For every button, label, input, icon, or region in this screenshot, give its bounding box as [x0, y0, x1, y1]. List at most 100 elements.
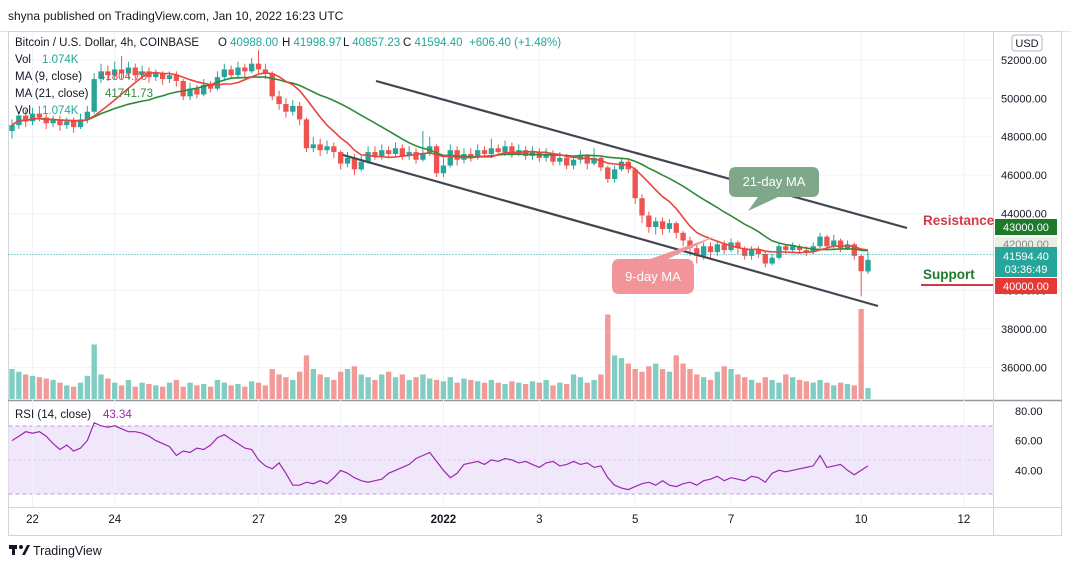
volume-bar [64, 385, 70, 399]
ma9-callout[interactable]: 9-day MA [612, 236, 716, 294]
tradingview-logo[interactable]: TradingView [9, 544, 103, 558]
currency-button[interactable] [1011, 34, 1043, 52]
candle [837, 238, 844, 253]
candle-body [146, 71, 152, 78]
candle [399, 144, 406, 160]
volume-bar [454, 382, 460, 399]
ma21-line [11, 76, 869, 252]
volume-bar [618, 358, 625, 399]
volume-bar [817, 379, 823, 399]
volume-bar [495, 382, 501, 399]
time-axis[interactable]: 22 24 27 29 2022 3 5 7 10 12 [26, 514, 970, 526]
candle-body [543, 154, 549, 158]
candle-body [591, 157, 597, 164]
candle-body [694, 248, 700, 256]
svg-text:MA (21, close) 41741.73: MA (21, close) 41741.73 [15, 88, 153, 100]
volume-bar [468, 379, 474, 399]
candle [440, 157, 447, 178]
lower-channel-line[interactable] [342, 153, 879, 308]
volume-bar [228, 385, 234, 399]
candle [194, 84, 200, 99]
candle-body [255, 63, 262, 70]
candle-body [379, 150, 385, 156]
candle-body [865, 259, 871, 272]
candle-body [735, 242, 741, 249]
candle [468, 148, 474, 162]
candle-body [646, 215, 652, 228]
support-price-tag [995, 278, 1057, 294]
candle [502, 140, 508, 156]
candle [255, 50, 262, 74]
candle [269, 71, 275, 101]
time-tick-label: 7 [728, 514, 734, 526]
volume-bar [673, 355, 679, 399]
volume-bar [43, 378, 49, 399]
candle-body [207, 84, 214, 89]
price-axis[interactable]: 36000.0038000.0040000.0042000.0044000.00… [1001, 55, 1047, 375]
svg-text:Vol 1.074K: Vol 1.074K [15, 54, 79, 66]
volume-bar [331, 379, 337, 399]
time-tick-label: 2022 [431, 514, 457, 526]
vol-label: Vol [15, 54, 31, 66]
volume-bar [262, 385, 269, 399]
volume-bar [522, 384, 529, 399]
candle-body [509, 146, 515, 154]
candle [207, 80, 214, 93]
rsi-tick-label: 40.00 [1015, 465, 1043, 477]
volume-bar [9, 369, 15, 399]
volume-bar [249, 381, 255, 399]
volume-bar [118, 385, 125, 399]
volume-bar [529, 381, 536, 399]
candle-body [714, 244, 721, 253]
candle-body [783, 246, 789, 251]
upper-channel-line[interactable] [375, 79, 908, 230]
candle [221, 63, 227, 81]
volume-bar [611, 355, 618, 399]
candle-body [351, 157, 358, 170]
ma21-callout[interactable]: 21-day MA [729, 167, 819, 211]
candle [858, 253, 864, 297]
volume-bar [36, 377, 43, 399]
candle [228, 65, 234, 80]
candle [64, 117, 70, 130]
volume-bar [91, 344, 97, 399]
volume-bar [98, 374, 104, 399]
volume-bar [338, 371, 344, 399]
volume-bar [858, 309, 864, 399]
candle [358, 155, 364, 172]
volume-bar [591, 379, 597, 399]
low-label: L [343, 37, 350, 49]
candle-body [584, 155, 590, 164]
candle-body [98, 71, 104, 80]
volume-bar [207, 386, 214, 399]
candle-body [344, 157, 351, 164]
candle-body [43, 117, 49, 124]
rsi-axis[interactable]: 80.00 60.00 40.00 [1015, 406, 1043, 477]
volume-bar [646, 366, 652, 399]
volume-bar [324, 377, 330, 399]
candle [296, 102, 303, 126]
candle-body [742, 248, 748, 256]
candle-body [64, 121, 70, 126]
candle [324, 140, 330, 154]
candle [180, 79, 186, 101]
time-tick-label: 10 [855, 514, 868, 526]
candle [598, 155, 604, 172]
candle [646, 211, 652, 233]
ma9-label: MA (9, close) [15, 71, 82, 83]
volume-bar [536, 382, 542, 399]
symbol-legend[interactable]: Bitcoin / U.S. Dollar, 4h, COINBASE O 40… [15, 37, 561, 117]
candle [132, 63, 138, 81]
candle-body [481, 150, 488, 154]
volume-bar [433, 379, 440, 399]
candle-body [707, 246, 714, 253]
volume-bar [502, 384, 508, 399]
candle-body [755, 250, 762, 254]
candle [570, 155, 577, 170]
volume-bar [481, 382, 488, 399]
ma21-value: 41741.73 [105, 88, 153, 100]
volume-bar [303, 355, 310, 399]
candle-body [550, 154, 556, 162]
candle-body [769, 257, 775, 264]
